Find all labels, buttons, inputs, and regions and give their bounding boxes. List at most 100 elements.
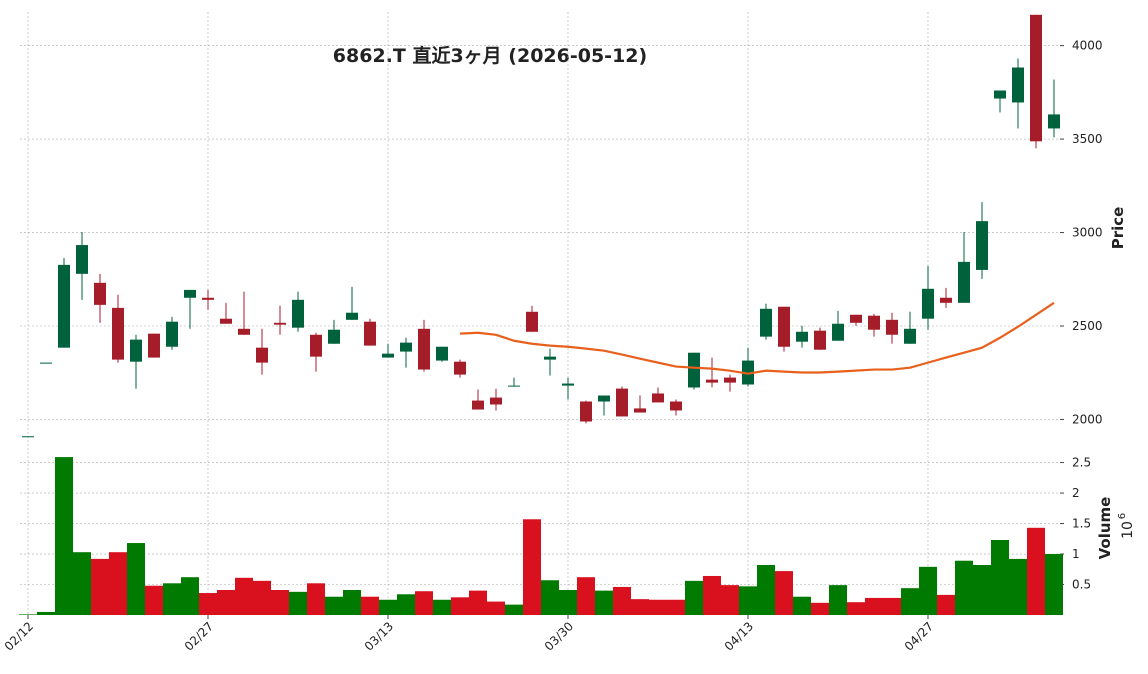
- volume-bar: [865, 597, 883, 615]
- y-tick-label: 3000: [1072, 226, 1103, 240]
- candle-body: [976, 221, 988, 270]
- candle-body: [562, 383, 574, 386]
- volume-bar: [325, 596, 343, 615]
- candle-body: [436, 346, 448, 361]
- volume-bar: [991, 540, 1009, 615]
- candle-body: [130, 339, 142, 362]
- candle-body: [274, 322, 286, 325]
- volume-bar: [217, 590, 235, 615]
- volume-tick-label: 1: [1072, 547, 1080, 561]
- volume-bar: [451, 597, 469, 615]
- volume-bar: [181, 577, 199, 615]
- candle-body: [1048, 114, 1060, 129]
- candle-body: [598, 395, 610, 402]
- volume-bar: [937, 594, 955, 615]
- candle-body: [76, 245, 88, 274]
- volume-axis-label: Volume: [1096, 497, 1114, 560]
- candle-body: [616, 388, 628, 417]
- candle-body: [346, 312, 358, 320]
- volume-bar: [1009, 558, 1027, 615]
- y-tick-label: 2000: [1072, 412, 1103, 426]
- volume-bar: [595, 590, 613, 615]
- candle-body: [454, 361, 466, 375]
- x-tick-label: 02/27: [182, 619, 216, 653]
- candle-body: [418, 328, 430, 370]
- candle-body: [202, 297, 214, 300]
- volume-bar: [973, 565, 991, 615]
- y-tick-label: 2500: [1072, 319, 1103, 333]
- volume-bar: [1027, 527, 1045, 615]
- volume-bar: [91, 558, 109, 615]
- volume-scale-exponent: 6: [1117, 513, 1128, 519]
- volume-bar: [289, 591, 307, 615]
- candle-body: [652, 393, 664, 403]
- candle-body: [220, 318, 232, 324]
- volume-bar: [361, 596, 379, 615]
- volume-bar: [397, 594, 415, 615]
- candle-body: [184, 289, 196, 298]
- volume-bar: [793, 596, 811, 615]
- x-tick-label: 03/13: [362, 619, 396, 653]
- volume-bar: [757, 565, 775, 615]
- volume-bar: [343, 590, 361, 615]
- candle-body: [760, 308, 772, 337]
- volume-tick-label: 2.5: [1072, 456, 1091, 470]
- volume-bar: [883, 597, 901, 615]
- volume-bar: [685, 580, 703, 615]
- volume-bar: [37, 611, 55, 615]
- x-tick-label: 03/30: [542, 619, 576, 653]
- volume-bar: [829, 585, 847, 615]
- candle-body: [112, 307, 124, 360]
- volume-scale-base: 10: [1120, 521, 1136, 539]
- candle-body: [148, 333, 160, 358]
- volume-bar: [703, 575, 721, 615]
- volume-bar: [145, 585, 163, 615]
- volume-bar: [199, 593, 217, 615]
- y-axis-label: Price: [1109, 207, 1127, 250]
- volume-bar: [649, 599, 667, 615]
- volume-bar: [631, 599, 649, 615]
- candle-body: [670, 401, 682, 411]
- volume-bar: [919, 566, 937, 615]
- volume-bar: [739, 586, 757, 615]
- candle-body: [94, 282, 106, 305]
- volume-bar: [523, 519, 541, 615]
- candle-body: [796, 331, 808, 342]
- volume-tick-label: 1.5: [1072, 517, 1091, 531]
- candle-body: [40, 362, 52, 364]
- candle-body: [922, 288, 934, 319]
- volume-tick-label: 2: [1072, 486, 1080, 500]
- candle-body: [940, 297, 952, 303]
- candle-body: [544, 356, 556, 360]
- candle-body: [166, 321, 178, 347]
- chart-title: 6862.T 直近3ヶ月 (2026-05-12): [333, 44, 647, 67]
- volume-bar: [433, 599, 451, 615]
- volume-bar: [235, 577, 253, 615]
- volume-bar: [847, 602, 865, 615]
- volume-bar: [127, 543, 145, 615]
- candle-body: [688, 352, 700, 388]
- volume-bar: [721, 585, 739, 615]
- candle-body: [724, 377, 736, 383]
- candle-body: [706, 379, 718, 383]
- candle-body: [526, 311, 538, 332]
- candle-body: [310, 334, 322, 357]
- candle-body: [1030, 14, 1042, 142]
- volume-bar: [667, 599, 685, 615]
- candle-body: [742, 360, 754, 385]
- candle-body: [1012, 67, 1024, 103]
- volume-bar: [505, 604, 523, 615]
- candle-body: [508, 385, 520, 387]
- candle-body: [328, 329, 340, 344]
- x-tick-label: 04/27: [902, 619, 936, 653]
- volume-bar: [955, 560, 973, 615]
- candle-body: [22, 436, 34, 438]
- candle-body: [904, 328, 916, 344]
- candle-body: [832, 323, 844, 341]
- candle-body: [814, 330, 826, 350]
- volume-bar: [253, 580, 271, 615]
- candle-body: [238, 328, 250, 335]
- y-tick-label: 3500: [1072, 132, 1103, 146]
- candle-body: [292, 299, 304, 328]
